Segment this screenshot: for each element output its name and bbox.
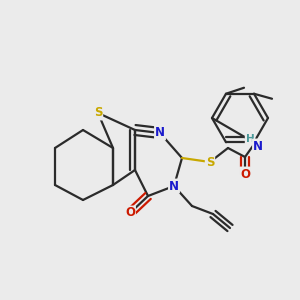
Text: S: S <box>94 106 102 119</box>
Text: S: S <box>206 155 214 169</box>
Text: N: N <box>169 179 179 193</box>
Text: N: N <box>155 127 165 140</box>
Text: N: N <box>253 140 263 152</box>
Text: O: O <box>125 206 135 220</box>
Text: H: H <box>246 134 254 144</box>
Text: O: O <box>240 167 250 181</box>
